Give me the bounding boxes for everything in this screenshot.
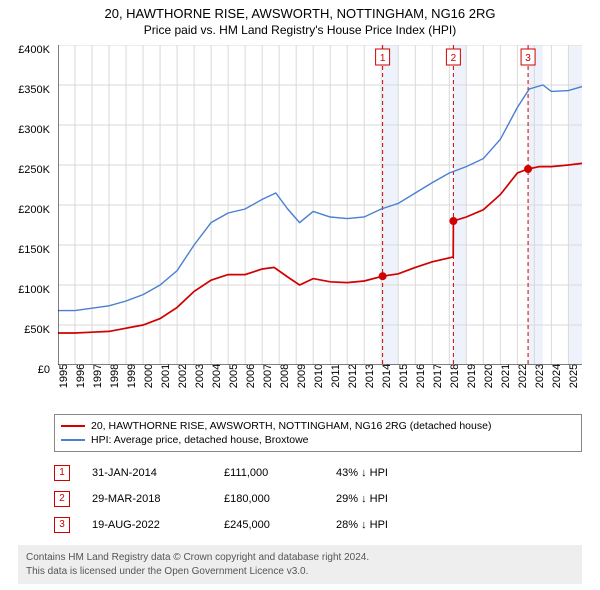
marker-pct: 43% ↓ HPI xyxy=(336,467,388,479)
x-tick-label: 2000 xyxy=(143,364,155,388)
marker-price: £245,000 xyxy=(224,519,314,531)
x-tick-label: 2025 xyxy=(568,364,580,388)
attribution-line1: Contains HM Land Registry data © Crown c… xyxy=(26,551,574,565)
x-tick-label: 2022 xyxy=(517,364,529,388)
marker-pct: 28% ↓ HPI xyxy=(336,519,388,531)
x-tick-label: 2004 xyxy=(211,364,223,388)
y-tick-label: £150K xyxy=(0,244,50,256)
marker-badge-text: 2 xyxy=(451,53,457,64)
x-tick-label: 2009 xyxy=(296,364,308,388)
x-tick-label: 2007 xyxy=(262,364,274,388)
marker-date: 19-AUG-2022 xyxy=(92,519,202,531)
attribution-line2: This data is licensed under the Open Gov… xyxy=(26,565,574,579)
marker-dot xyxy=(379,272,387,280)
x-tick-label: 2020 xyxy=(483,364,495,388)
attribution: Contains HM Land Registry data © Crown c… xyxy=(18,545,582,584)
legend-row: 20, HAWTHORNE RISE, AWSWORTH, NOTTINGHAM… xyxy=(61,419,575,433)
title-block: 20, HAWTHORNE RISE, AWSWORTH, NOTTINGHAM… xyxy=(0,0,600,37)
marker-badge-text: 1 xyxy=(380,53,386,64)
marker-price: £111,000 xyxy=(224,467,314,479)
x-tick-label: 1998 xyxy=(109,364,121,388)
y-tick-label: £100K xyxy=(0,284,50,296)
legend-swatch xyxy=(61,439,85,441)
chart-subtitle: Price paid vs. HM Land Registry's House … xyxy=(0,23,600,37)
series-hpi xyxy=(58,85,582,311)
x-axis: 1995199619971998199920002001200220032004… xyxy=(58,372,582,412)
marker-dot xyxy=(524,165,532,173)
x-tick-label: 1996 xyxy=(75,364,87,388)
marker-table-badge: 1 xyxy=(54,465,70,481)
x-tick-label: 2003 xyxy=(194,364,206,388)
marker-dot xyxy=(449,217,457,225)
y-tick-label: £200K xyxy=(0,204,50,216)
marker-table-row: 3 19-AUG-2022 £245,000 28% ↓ HPI xyxy=(54,512,582,538)
marker-price: £180,000 xyxy=(224,493,314,505)
marker-date: 29-MAR-2018 xyxy=(92,493,202,505)
marker-pct: 29% ↓ HPI xyxy=(336,493,388,505)
chart-plot-area: 1 2 3 xyxy=(58,45,582,365)
legend-swatch xyxy=(61,425,85,427)
x-tick-label: 2012 xyxy=(347,364,359,388)
x-tick-label: 2016 xyxy=(415,364,427,388)
y-tick-label: £50K xyxy=(0,324,50,336)
y-tick-label: £250K xyxy=(0,164,50,176)
marker-badge-text: 3 xyxy=(525,53,531,64)
marker-date: 31-JAN-2014 xyxy=(92,467,202,479)
legend: 20, HAWTHORNE RISE, AWSWORTH, NOTTINGHAM… xyxy=(54,414,582,452)
plot-layer: 1 2 3 xyxy=(58,45,582,365)
legend-label: 20, HAWTHORNE RISE, AWSWORTH, NOTTINGHAM… xyxy=(91,420,491,432)
y-axis: £0£50K£100K£150K£200K£250K£300K£350K£400… xyxy=(0,50,54,370)
x-tick-label: 2019 xyxy=(466,364,478,388)
x-tick-label: 2021 xyxy=(500,364,512,388)
y-tick-label: £0 xyxy=(0,364,50,376)
x-tick-label: 2011 xyxy=(330,364,342,388)
chart-title: 20, HAWTHORNE RISE, AWSWORTH, NOTTINGHAM… xyxy=(0,6,600,21)
x-tick-label: 2014 xyxy=(381,364,393,388)
x-tick-label: 2008 xyxy=(279,364,291,388)
x-tick-label: 2017 xyxy=(432,364,444,388)
x-tick-label: 2010 xyxy=(313,364,325,388)
x-tick-label: 1999 xyxy=(126,364,138,388)
x-tick-label: 2002 xyxy=(177,364,189,388)
legend-label: HPI: Average price, detached house, Brox… xyxy=(91,434,309,446)
x-tick-label: 2006 xyxy=(245,364,257,388)
markers-table: 1 31-JAN-2014 £111,000 43% ↓ HPI 2 29-MAR-201… xyxy=(54,460,582,538)
x-tick-label: 2005 xyxy=(228,364,240,388)
x-tick-label: 2023 xyxy=(534,364,546,388)
series-paid xyxy=(58,163,582,333)
x-tick-label: 2018 xyxy=(449,364,461,388)
x-tick-label: 1995 xyxy=(58,364,70,388)
y-tick-label: £300K xyxy=(0,124,50,136)
marker-table-badge: 2 xyxy=(54,491,70,507)
x-tick-label: 2001 xyxy=(160,364,172,388)
y-tick-label: £400K xyxy=(0,44,50,56)
marker-table-row: 1 31-JAN-2014 £111,000 43% ↓ HPI xyxy=(54,460,582,486)
y-tick-label: £350K xyxy=(0,84,50,96)
legend-row: HPI: Average price, detached house, Brox… xyxy=(61,433,575,447)
chart-svg: 1 2 3 xyxy=(58,45,582,365)
x-tick-label: 2024 xyxy=(551,364,563,388)
x-tick-label: 1997 xyxy=(92,364,104,388)
marker-table-badge: 3 xyxy=(54,517,70,533)
marker-table-row: 2 29-MAR-2018 £180,000 29% ↓ HPI xyxy=(54,486,582,512)
x-tick-label: 2013 xyxy=(364,364,376,388)
chart-container: 20, HAWTHORNE RISE, AWSWORTH, NOTTINGHAM… xyxy=(0,0,600,590)
x-tick-label: 2015 xyxy=(398,364,410,388)
